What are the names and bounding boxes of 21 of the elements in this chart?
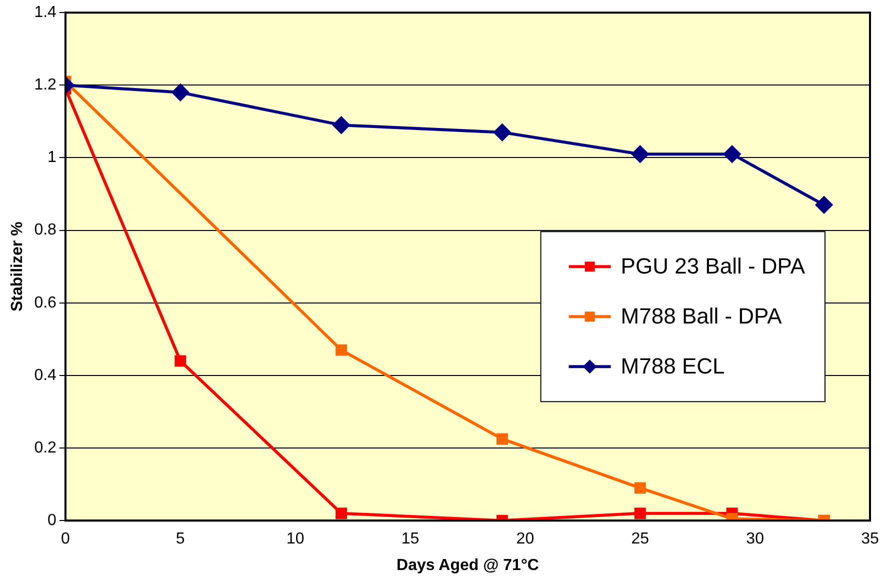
x-tick-label: 10 (286, 530, 304, 548)
x-axis-title: Days Aged @ 71°C (396, 556, 540, 574)
y-tick-label: 1.2 (34, 76, 57, 94)
y-tick-label: 0.6 (34, 294, 57, 312)
legend-label: M788 Ball - DPA (620, 304, 782, 329)
y-tick-label: 0.8 (34, 222, 57, 239)
y-tick-label: 0 (48, 512, 57, 530)
legend-label: M788 ECL (620, 354, 725, 379)
x-tick-label: 0 (60, 530, 70, 548)
y-tick-label: 0.2 (34, 439, 57, 456)
x-tick-label: 30 (746, 530, 764, 548)
y-axis-title: Stabilizer % (9, 222, 26, 312)
x-tick-label: 5 (176, 530, 185, 548)
y-tick-label: 1 (48, 149, 57, 166)
x-tick-label: 25 (631, 530, 650, 548)
x-tick-label: 15 (401, 530, 420, 548)
x-tick-label: 35 (861, 530, 879, 548)
y-tick-label: 0.4 (34, 366, 57, 384)
legend-label: PGU 23 Ball - DPA (620, 254, 806, 279)
y-tick-label: 1.4 (34, 4, 57, 22)
x-tick-label: 20 (516, 530, 534, 548)
